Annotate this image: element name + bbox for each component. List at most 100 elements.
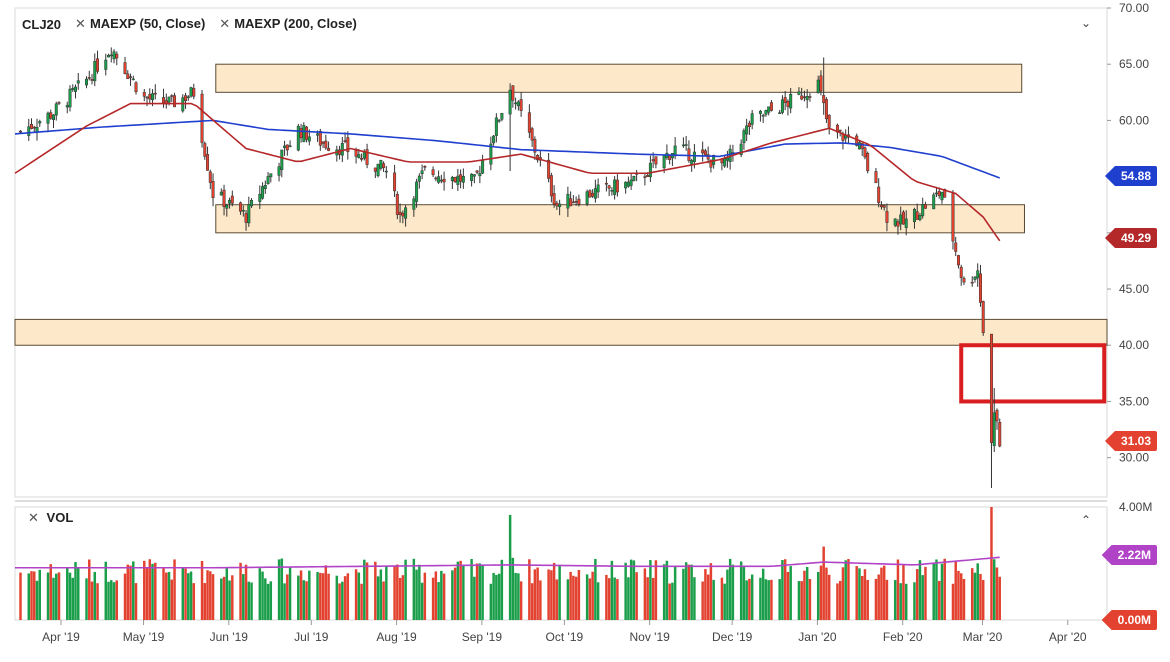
volume-bar [860,575,864,620]
candle-body [225,204,229,209]
candle-body [882,205,886,208]
close-icon[interactable]: ✕ [75,16,86,31]
legend-item-ma50[interactable]: ✕ MAEXP (50, Close) [75,16,205,32]
candle-body [816,79,820,93]
volume-bar [492,572,495,620]
support-resistance-zone [215,63,1023,93]
candle-body [126,73,130,80]
volume-bar [665,560,669,620]
candle-body [206,154,210,171]
volume-bar [528,559,531,620]
volume-bar [209,571,212,620]
candle-body [827,114,831,128]
x-tick-label: Nov '19 [629,630,670,644]
candle-body [604,182,608,185]
candle-body [321,141,325,144]
candle-body [989,333,993,443]
volume-bar [112,582,116,620]
close-icon[interactable]: ✕ [219,16,231,31]
volume-bar [574,576,578,620]
volume-bar [924,566,927,620]
candle-body [431,169,435,176]
candle-body [357,154,361,158]
support-resistance-zone [215,204,1025,234]
volume-bar [442,573,446,620]
volume-bar [959,573,963,620]
candle-body [951,193,955,242]
candle-body [19,130,22,133]
candle-body [824,99,828,120]
volume-bar [723,583,726,620]
candle-body [211,181,215,198]
volume-bar [767,580,770,620]
volume-bar [96,583,99,620]
volume-bar [759,577,762,620]
volume-bar [921,575,924,620]
candle-body [302,125,306,142]
volume-bar [943,558,946,620]
volume-bar [385,566,388,620]
candle-body [373,167,377,172]
candle-body [569,198,573,207]
volume-bar [143,560,146,620]
volume-bar [635,572,638,620]
candle-body [71,87,75,90]
x-tick-label: Feb '20 [883,630,923,644]
volume-bar [33,571,36,620]
volume-bar [863,569,867,620]
volume-bar [497,573,501,620]
candle-body [35,126,39,133]
chevron-down-icon[interactable]: ⌄ [1081,16,1092,30]
candle-body [384,170,388,173]
candle-body [742,130,746,144]
candle-body [723,158,727,167]
candle-body [511,85,515,101]
y-tick-label: 70.00 [1119,1,1149,15]
candle-body [613,179,617,195]
volume-bar [475,563,479,620]
volume-bar [299,570,303,620]
volume-bar [649,560,652,620]
volume-bar [616,579,619,620]
volume-bar [52,577,55,620]
volume-bar [591,571,594,620]
volume-bar [651,577,655,620]
volume-bar [893,580,897,620]
candle-body [115,53,119,59]
chevron-up-icon[interactable]: ⌃ [1081,513,1092,527]
candle-body [398,211,402,215]
volume-bar [877,574,880,620]
volume-bar [731,564,735,620]
candle-body [123,62,127,74]
volume-bar [913,582,916,620]
legend-item-ma200[interactable]: ✕ MAEXP (200, Close) [219,16,357,32]
volume-bar [896,559,900,620]
candle-body [90,79,94,81]
y-tick-label: 60.00 [1119,113,1149,127]
volume-bar [341,581,344,620]
candle-body [588,190,592,198]
candle-body [651,159,655,162]
candle-body [866,152,870,172]
close-icon[interactable]: ✕ [28,510,39,525]
volume-bar [151,563,154,620]
candle-body [593,188,597,199]
volume-bar [264,578,267,620]
candle-body [395,193,399,215]
candle-body [780,99,784,113]
volume-bar [90,581,94,620]
volume-bar [745,580,748,620]
volume-bar [145,567,149,620]
candle-body [376,163,380,177]
volume-bar [937,580,941,620]
volume-bar [778,579,781,620]
candle-body [288,145,292,148]
volume-bar [115,580,119,620]
volume-bar [129,565,132,620]
candle-body [65,105,69,108]
volume-bar [701,581,704,620]
candle-body [571,201,575,204]
candle-body [219,191,223,196]
